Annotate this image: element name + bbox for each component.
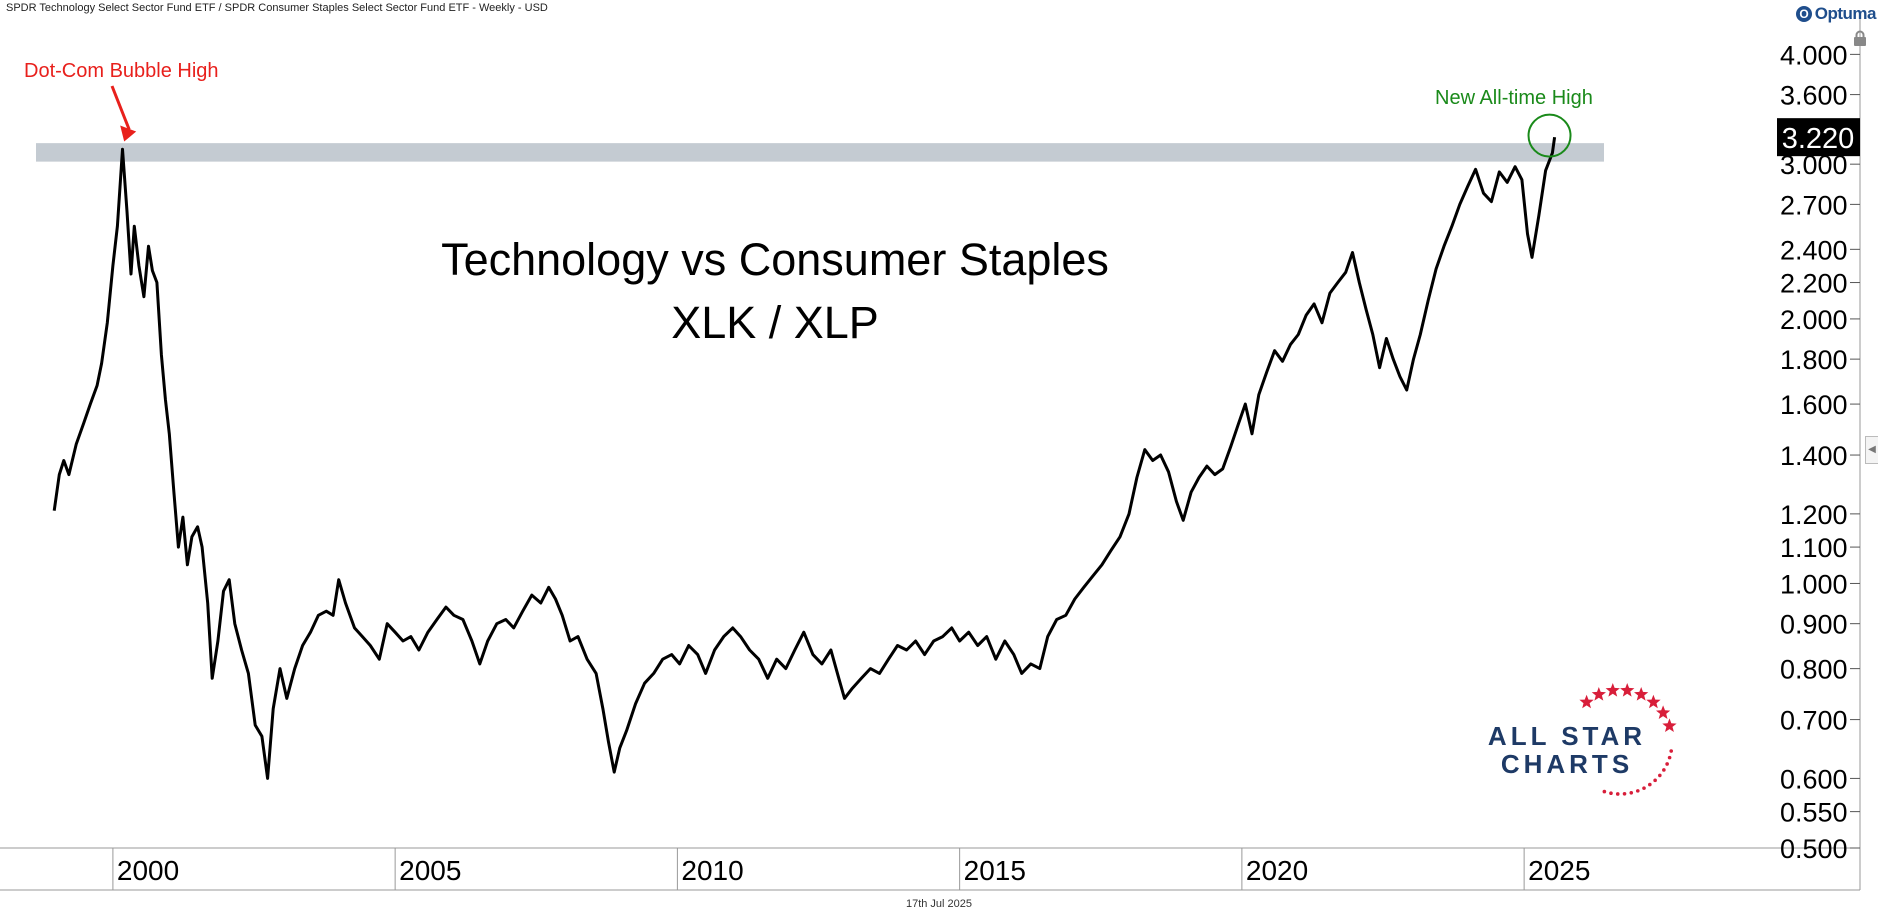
logo-text-line1: ALL STAR: [1488, 721, 1646, 751]
logo-star: [1656, 705, 1671, 719]
new-ath-circle: [1527, 113, 1572, 158]
y-tick-label: 1.600: [1780, 390, 1848, 420]
chart-header-title: SPDR Technology Select Sector Fund ETF /…: [6, 2, 548, 14]
y-tick-label: 0.500: [1780, 834, 1848, 864]
lock-icon[interactable]: [1852, 30, 1868, 46]
logo-dot: [1669, 749, 1674, 753]
x-tick-label: 2005: [399, 855, 461, 886]
logo-star: [1620, 683, 1635, 697]
logo-star: [1646, 694, 1661, 709]
last-value-box: [1777, 118, 1860, 157]
y-tick-label: 1.800: [1780, 345, 1848, 375]
logo-dot: [1665, 762, 1669, 766]
y-tick-label: 2.200: [1780, 269, 1848, 299]
resistance-band: [36, 143, 1604, 162]
logo-dot: [1629, 790, 1634, 795]
last-value-label: 3.220: [1782, 123, 1855, 155]
dotcom-arrow-head: [120, 125, 137, 142]
chart-date-footer: 17th Jul 2025: [905, 898, 973, 910]
y-tick-label: 2.000: [1780, 305, 1848, 335]
x-tick-label: 2015: [964, 855, 1026, 886]
logo-dot: [1667, 755, 1672, 760]
logo-dot: [1622, 792, 1627, 796]
series-line: [52, 136, 1557, 780]
logo-star: [1605, 683, 1620, 697]
x-tick-label: 2010: [681, 855, 743, 886]
logo-dot: [1602, 789, 1607, 794]
logo-dot: [1635, 789, 1640, 793]
chevron-left-icon[interactable]: ◀: [1865, 436, 1878, 464]
x-tick-label: 2000: [117, 855, 179, 886]
logo-dot: [1615, 792, 1620, 796]
all-star-charts-logo: ALL STAR CHARTS: [1488, 683, 1677, 796]
y-tick-label: 1.200: [1780, 500, 1848, 530]
logo-star: [1591, 687, 1606, 701]
y-tick-label: 0.800: [1780, 655, 1848, 685]
y-tick-label: 1.400: [1780, 441, 1848, 471]
dotcom-high-annotation: Dot-Com Bubble High: [24, 60, 219, 82]
logo-dot: [1648, 782, 1652, 787]
logo-dot: [1653, 778, 1657, 783]
y-tick-label: 4.000: [1780, 40, 1848, 70]
y-tick-label: 0.550: [1780, 798, 1848, 828]
chart-subtitle: XLK / XLP: [671, 297, 879, 348]
x-tick-label: 2025: [1528, 855, 1590, 886]
logo-star: [1662, 718, 1677, 732]
y-tick-label: 1.100: [1780, 533, 1848, 563]
optuma-brand: O Optuma: [1795, 2, 1877, 26]
logo-dot: [1642, 786, 1646, 790]
logo-dot: [1658, 773, 1662, 778]
y-tick-label: 1.000: [1780, 569, 1848, 599]
optuma-brand-label: Optuma: [1814, 4, 1877, 23]
new-ath-annotation: New All-time High: [1435, 87, 1593, 109]
y-tick-label: 3.600: [1780, 81, 1848, 111]
y-tick-label: 0.900: [1780, 610, 1848, 640]
y-tick-label: 2.700: [1780, 190, 1848, 220]
x-tick-label: 2020: [1246, 855, 1308, 886]
logo-star: [1579, 694, 1594, 709]
logo-dot: [1609, 791, 1613, 796]
logo-text-line2: CHARTS: [1501, 749, 1633, 779]
chart-title: Technology vs Consumer Staples: [441, 234, 1109, 285]
dotcom-arrow-shaft: [110, 85, 131, 131]
y-tick-label: 0.600: [1780, 764, 1848, 794]
y-tick-label: 0.700: [1780, 706, 1848, 736]
optuma-logo-icon: O: [1795, 6, 1812, 22]
y-tick-label: 2.400: [1780, 235, 1848, 265]
logo-star: [1634, 687, 1649, 701]
logo-dot: [1662, 768, 1666, 772]
